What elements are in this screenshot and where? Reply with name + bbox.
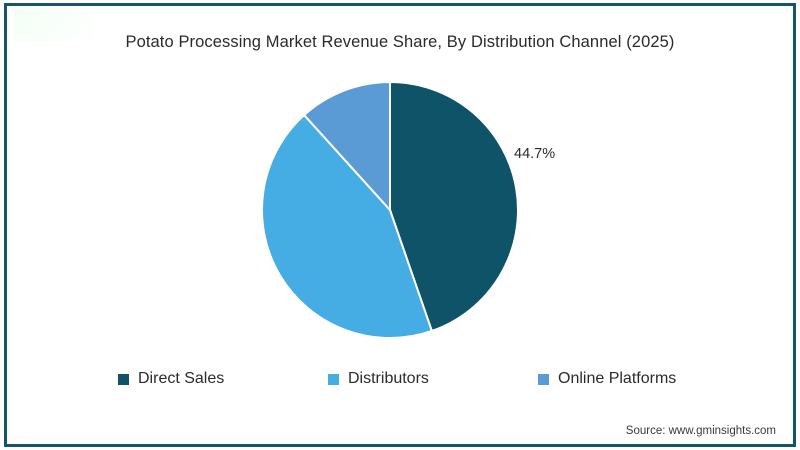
legend-item-direct-sales[interactable]: Direct Sales [118, 367, 224, 391]
chart-title: Potato Processing Market Revenue Share, … [125, 33, 675, 51]
legend-swatch-icon-direct-sales [118, 373, 129, 385]
chart-legend: Direct Sales Distributors Online Platfor… [118, 367, 698, 391]
legend-label-online-platforms: Online Platforms [558, 370, 677, 387]
legend-swatch-icon-online-platforms [538, 373, 549, 385]
pie-slice-group [261, 80, 519, 339]
legend-label-direct-sales: Direct Sales [138, 370, 225, 387]
source-attribution: Source: www.gminsights.com [625, 425, 776, 437]
pie-slice-online-platforms[interactable] [302, 80, 391, 213]
legend-label-distributors: Distributors [348, 370, 429, 387]
legend-item-distributors[interactable]: Distributors [328, 367, 429, 391]
legend-item-online-platforms[interactable]: Online Platforms [538, 367, 676, 391]
pie-chart-svg [261, 80, 519, 339]
pie-chart [261, 80, 519, 339]
legend-swatch-icon-distributors [328, 373, 339, 385]
pie-slice-direct-sales[interactable] [389, 80, 519, 333]
pie-slice-distributors[interactable] [261, 113, 434, 339]
pie-slice-label-direct-sales: 44.7% [514, 146, 556, 162]
